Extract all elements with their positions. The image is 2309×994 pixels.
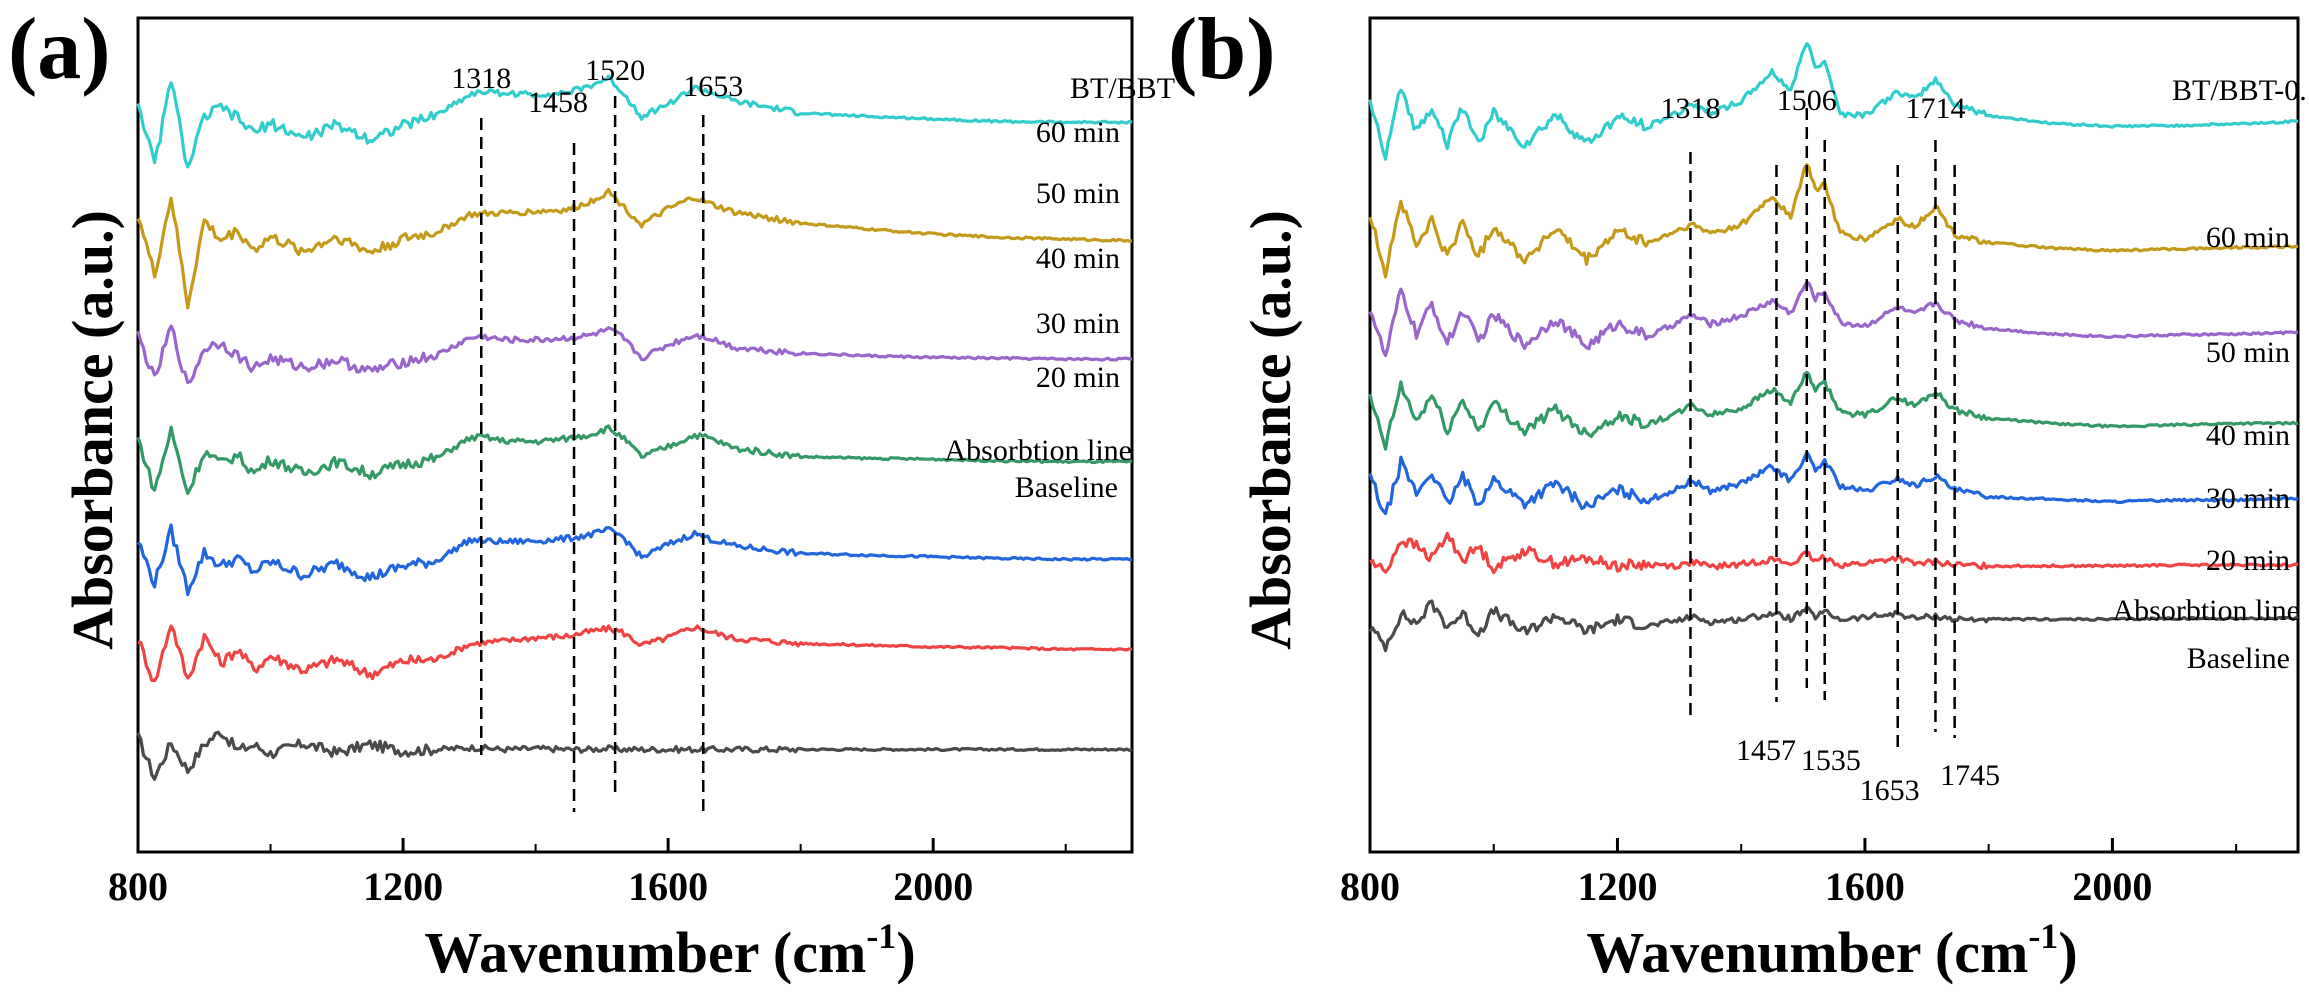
- panel-b-xlabel: Wavenumber (cm-1): [1586, 916, 2077, 985]
- panel-b-series-label: Baseline: [2187, 642, 2290, 675]
- panel-b-xtick-label: 2000: [2072, 864, 2152, 909]
- panel-a-letter: (a): [8, 1, 111, 98]
- panel-a-series-40-min: [136, 324, 1133, 384]
- panel-b-peak-label-top: 1714: [1905, 92, 1965, 125]
- panel-b-series-label: 60 min: [2206, 221, 2290, 254]
- panel-b-xlabel-close: ): [2058, 920, 2077, 985]
- panel-b-peak-label-bottom: 1653: [1860, 774, 1920, 807]
- panel-b-peak-label-bottom: 1535: [1801, 744, 1861, 777]
- panel-b-series-30-min: [1368, 370, 2299, 451]
- panel-b-xlabel-main: Wavenumber (cm: [1586, 920, 2028, 985]
- panel-b-series-label: Absorbtion line: [2113, 594, 2301, 627]
- panel-b-series-60-min: [1368, 42, 2299, 161]
- panel-b-ylabel: Absorbance (a.u.): [1238, 210, 1303, 650]
- panel-b-xtick-label: 1600: [1825, 864, 1905, 909]
- panel-b-peak-label-top: 1318: [1660, 92, 1720, 125]
- panel-a-xtick-label: 1200: [363, 864, 443, 909]
- panel-b-letter: (b): [1168, 1, 1276, 98]
- panel-a-series-label: Absorbtion line: [945, 434, 1133, 467]
- panel-b-peak-label-bottom: 1745: [1940, 759, 2000, 792]
- panel-a-series-label: Baseline: [1015, 471, 1118, 504]
- panel-b-peak-label-top: 1506: [1777, 84, 1837, 117]
- panel-b-series-label: 20 min: [2206, 544, 2290, 577]
- panel-b-series-50-min: [1368, 163, 2299, 279]
- panel-a-title: BT/BBT: [1070, 72, 1175, 105]
- panel-a-xlabel: Wavenumber (cm-1): [424, 916, 915, 985]
- panel-a-series-50-min: [136, 187, 1133, 310]
- panel-a-peak-label: 1653: [683, 70, 743, 103]
- panel-a-xlabel-main: Wavenumber (cm: [424, 920, 866, 985]
- panel-a-plot-area: 800 1200 1600 2000 60 min 50 min 40 min 30 min 2…: [108, 16, 1134, 909]
- panel-a-series-label: 40 min: [1036, 242, 1120, 275]
- panel-a-ylabel-wrap: Absorbance (a.u.): [60, 210, 125, 650]
- panel-a-xtick-label: 1600: [628, 864, 708, 909]
- panel-a-xtick-label: 800: [108, 864, 168, 909]
- panel-a-series-label: 60 min: [1036, 116, 1120, 149]
- panel-a-series-label: 50 min: [1036, 177, 1120, 210]
- panel-b-title: BT/BBT-0.1: [2172, 74, 2309, 107]
- panel-b-series-40-min: [1368, 280, 2299, 358]
- panel-b-axes-frame: [1368, 16, 2300, 854]
- panel-a-xlabel-close: ): [896, 920, 915, 985]
- panel-a-series-baseline: [136, 730, 1133, 781]
- panel-b-series-baseline: [1368, 599, 2299, 653]
- panel-b: (b) Absorbance (a.u.) Wavenumber (cm-1) …: [1168, 1, 2309, 985]
- panel-b-series-absorbtion-line: [1369, 531, 2299, 575]
- panel-a-series-30-min: [136, 424, 1133, 495]
- panel-b-series-label: 50 min: [2206, 336, 2290, 369]
- panel-a-axes-frame: [136, 16, 1134, 854]
- panel-b-series-20-min: [1368, 450, 2299, 516]
- panel-a-xlabel-sup: -1: [866, 916, 896, 956]
- panel-a-series-label: 30 min: [1036, 307, 1120, 340]
- panel-b-series-label: 30 min: [2206, 482, 2290, 515]
- panel-b-xtick-label: 1200: [1577, 864, 1657, 909]
- panel-b-xtick-label: 800: [1340, 864, 1400, 909]
- panel-a-peak-label: 1318: [451, 62, 511, 95]
- panel-a-series-absorbtion-line: [137, 624, 1133, 683]
- panel-a-peak-label: 1520: [585, 54, 645, 87]
- panel-a-xtick-label: 2000: [893, 864, 973, 909]
- panel-b-plot-area: 800 1200 1600 2000 60 min 50 min 40 min 30 min 2…: [1340, 16, 2301, 909]
- panel-b-peak-label-bottom: 1457: [1736, 734, 1796, 767]
- panel-b-xlabel-sup: -1: [2028, 916, 2058, 956]
- panel-a-series-60-min: [136, 74, 1133, 169]
- panel-a-series-20-min: [136, 523, 1133, 597]
- panel-a: (a) Absorbance (a.u.) Wavenumber (cm-1) …: [8, 1, 1175, 985]
- panel-b-series-label: 40 min: [2206, 419, 2290, 452]
- panel-a-peak-label: 1458: [528, 86, 588, 119]
- panel-a-ylabel: Absorbance (a.u.): [60, 210, 125, 650]
- panel-a-series-label: 20 min: [1036, 361, 1120, 394]
- panel-b-ylabel-wrap: Absorbance (a.u.): [1238, 210, 1303, 650]
